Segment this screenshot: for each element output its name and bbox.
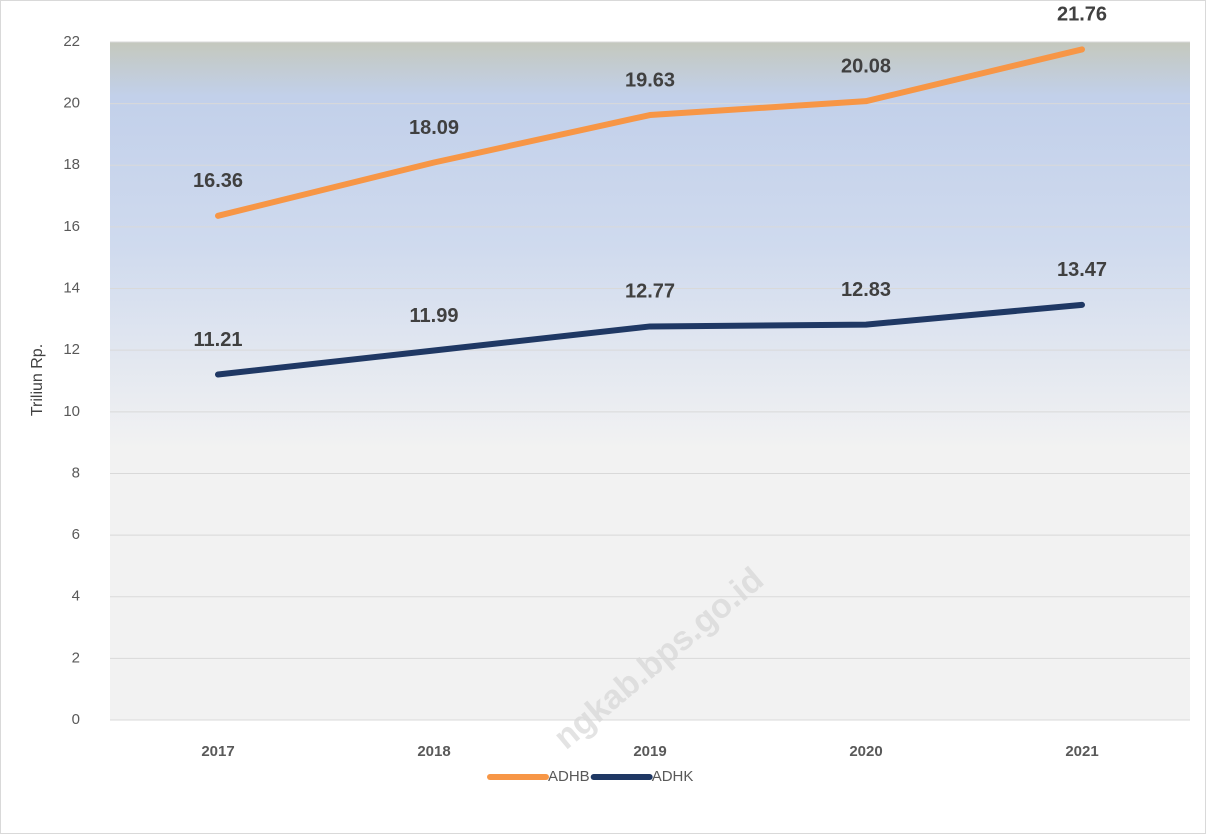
x-tick-label: 2017	[201, 743, 234, 760]
y-tick-label: 12	[63, 341, 80, 358]
data-label: 11.21	[194, 329, 243, 351]
y-tick-label: 2	[72, 649, 80, 666]
data-label: 19.63	[625, 69, 675, 91]
legend-label: ADHK	[652, 768, 694, 785]
plot-area	[110, 42, 1190, 720]
y-tick-label: 10	[63, 403, 80, 420]
y-tick-label: 22	[63, 33, 80, 50]
series-line	[215, 301, 1085, 378]
y-tick-label: 14	[63, 280, 80, 297]
x-tick-label: 2020	[849, 743, 882, 760]
data-label: 11.99	[410, 305, 459, 327]
y-tick-label: 8	[72, 464, 80, 481]
x-tick-label: 2019	[633, 743, 666, 760]
legend-label: ADHB	[548, 768, 590, 785]
y-tick-label: 20	[63, 95, 80, 112]
y-tick-label: 0	[72, 711, 80, 728]
data-label: 21.76	[1057, 4, 1107, 26]
y-tick-label: 4	[72, 588, 80, 605]
series-line	[215, 46, 1085, 219]
data-label: 18.09	[409, 117, 459, 139]
data-label: 12.83	[841, 279, 891, 301]
x-tick-label: 2021	[1065, 743, 1098, 760]
y-tick-label: 18	[63, 156, 80, 173]
y-tick-label: 16	[63, 218, 80, 235]
data-label: 12.77	[625, 281, 675, 303]
y-tick-label: 6	[72, 526, 80, 543]
data-label: 13.47	[1057, 259, 1107, 281]
y-axis-label: Triliun Rp.	[29, 344, 46, 416]
x-tick-label: 2018	[417, 743, 450, 760]
data-label: 20.08	[841, 55, 891, 77]
data-label: 16.36	[193, 170, 243, 192]
